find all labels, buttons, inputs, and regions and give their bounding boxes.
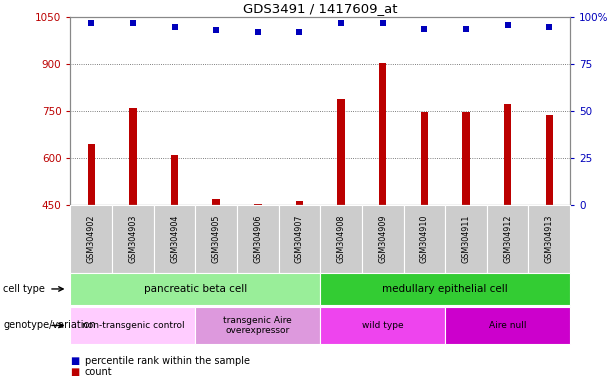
Text: GSM304904: GSM304904 [170, 215, 179, 263]
Bar [88, 144, 95, 205]
Text: GSM304906: GSM304906 [253, 215, 262, 263]
Text: GSM304903: GSM304903 [129, 215, 137, 263]
Bar [379, 63, 386, 205]
Text: pancreatic beta cell: pancreatic beta cell [144, 284, 247, 294]
Text: percentile rank within the sample: percentile rank within the sample [85, 356, 249, 366]
Text: GSM304908: GSM304908 [337, 215, 346, 263]
Text: non-transgenic control: non-transgenic control [82, 321, 185, 330]
Point [128, 20, 138, 26]
Text: ■: ■ [70, 367, 80, 377]
Point [86, 20, 96, 26]
Bar [504, 104, 511, 205]
Text: cell type: cell type [3, 284, 45, 294]
Bar [254, 204, 262, 205]
Bar [213, 199, 220, 205]
Text: medullary epithelial cell: medullary epithelial cell [383, 284, 508, 294]
Text: transgenic Aire
overexpressor: transgenic Aire overexpressor [224, 316, 292, 335]
Bar [295, 201, 303, 205]
Bar [171, 155, 178, 205]
Text: GSM304910: GSM304910 [420, 215, 429, 263]
Point [211, 27, 221, 33]
Point [253, 29, 263, 35]
Point [170, 23, 180, 30]
Point [461, 25, 471, 31]
Text: GSM304913: GSM304913 [545, 215, 554, 263]
Text: count: count [85, 367, 112, 377]
Point [295, 29, 305, 35]
Bar [129, 108, 137, 205]
Point [336, 20, 346, 26]
Point [544, 23, 554, 30]
Bar [337, 99, 345, 205]
Bar [546, 115, 553, 205]
Bar [462, 112, 470, 205]
Text: GSM304911: GSM304911 [462, 215, 471, 263]
Text: GSM304902: GSM304902 [87, 215, 96, 263]
Text: GSM304907: GSM304907 [295, 215, 304, 263]
Point [503, 22, 512, 28]
Title: GDS3491 / 1417609_at: GDS3491 / 1417609_at [243, 2, 398, 15]
Text: ■: ■ [70, 356, 80, 366]
Text: Aire null: Aire null [489, 321, 527, 330]
Text: GSM304905: GSM304905 [211, 215, 221, 263]
Text: genotype/variation: genotype/variation [3, 320, 96, 331]
Text: GSM304909: GSM304909 [378, 215, 387, 263]
Text: GSM304912: GSM304912 [503, 215, 512, 263]
Point [378, 20, 387, 26]
Bar [421, 112, 428, 205]
Point [419, 25, 429, 31]
Text: wild type: wild type [362, 321, 403, 330]
